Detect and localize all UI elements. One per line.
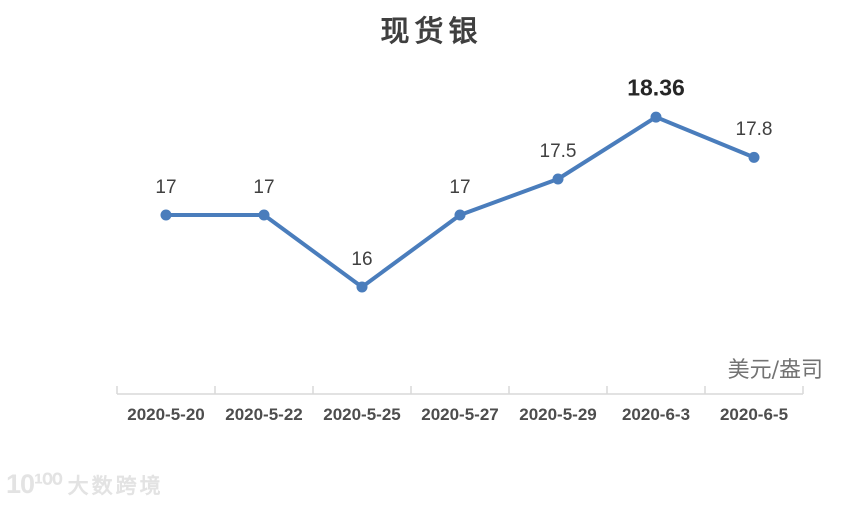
data-point-marker [356, 281, 368, 293]
x-axis-label: 2020-5-29 [519, 405, 597, 424]
data-point-marker [552, 173, 564, 185]
x-axis-label: 2020-6-3 [621, 405, 691, 424]
x-axis-label: 2020-5-22 [225, 405, 303, 424]
data-label: 17 [155, 177, 177, 199]
series-line [164, 115, 756, 289]
data-point-marker [160, 209, 172, 221]
x-axis-label: 2020-5-25 [323, 405, 401, 424]
data-point-marker [748, 151, 760, 163]
data-label: 17.8 [735, 119, 773, 141]
x-axis-label: 2020-5-20 [127, 405, 205, 424]
data-label: 17 [253, 177, 275, 199]
data-label: 17.5 [539, 141, 577, 163]
chart-title: 现货银 [380, 14, 483, 48]
x-axis-label: 2020-5-27 [421, 405, 499, 424]
data-point-marker [258, 209, 270, 221]
data-point-marker [650, 111, 662, 123]
unit-label: 美元/盎司 [727, 358, 823, 383]
watermark-logo-icon: 10¹⁰⁰ [6, 469, 63, 499]
data-label: 17 [449, 177, 471, 199]
watermark-brand-text: 大数跨境 [67, 474, 164, 498]
x-axis-label: 2020-6-5 [719, 405, 789, 424]
data-label: 16 [351, 249, 373, 271]
data-label: 18.36 [627, 74, 685, 101]
watermark: 10¹⁰⁰ 大数跨境 [6, 471, 164, 498]
data-point-marker [454, 209, 466, 221]
